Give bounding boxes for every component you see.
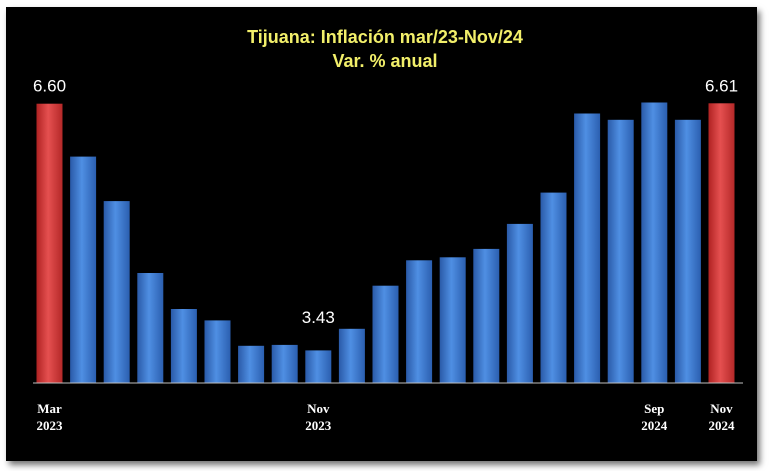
bar-jun-2023 — [137, 273, 164, 383]
bars-group — [36, 102, 735, 384]
bar-mar-2024 — [439, 257, 466, 383]
x-tick-label: 2023 — [37, 418, 64, 433]
bar-aug-2023 — [204, 320, 231, 383]
bar-apr-2024 — [473, 248, 500, 383]
x-tick-label: 2024 — [709, 418, 736, 433]
bar-jul-2023 — [170, 309, 197, 383]
bar-jun-2024 — [540, 192, 567, 383]
bar-may-2024 — [506, 223, 533, 383]
bar-sep-2024 — [641, 102, 668, 383]
chart-subtitle: Var. % anual — [332, 51, 438, 71]
bar-oct-2023 — [271, 344, 298, 383]
data-label: 3.43 — [302, 308, 335, 327]
bar-aug-2024 — [607, 119, 634, 384]
bar-mar-2023 — [36, 103, 63, 383]
x-tick-label: Nov — [710, 401, 733, 416]
x-tick-label: Sep — [644, 401, 664, 416]
bar-nov-2024 — [708, 103, 735, 384]
bar-apr-2023 — [70, 156, 97, 383]
bar-jul-2024 — [574, 113, 601, 383]
bar-dec-2023 — [338, 328, 365, 383]
bar-oct-2024 — [674, 119, 701, 384]
bar-nov-2023 — [305, 350, 332, 383]
x-tick-label: 2023 — [305, 418, 332, 433]
bar-may-2023 — [103, 201, 130, 383]
x-tick-labels-group: Mar 2023 Nov 2023 Sep 2024 Nov 2024 — [37, 401, 736, 433]
data-labels-group: 6.60 3.43 6.61 — [33, 76, 738, 326]
x-tick-label: Nov — [307, 401, 330, 416]
chart-title: Tijuana: Inflación mar/23-Nov/24 — [247, 27, 523, 47]
bar-feb-2024 — [406, 260, 433, 383]
bar-jan-2024 — [372, 285, 399, 383]
x-tick-label: 2024 — [641, 418, 668, 433]
x-tick-label: Mar — [37, 401, 62, 416]
data-label: 6.60 — [33, 77, 66, 96]
data-label: 6.61 — [705, 76, 738, 95]
bar-sep-2023 — [238, 345, 265, 383]
